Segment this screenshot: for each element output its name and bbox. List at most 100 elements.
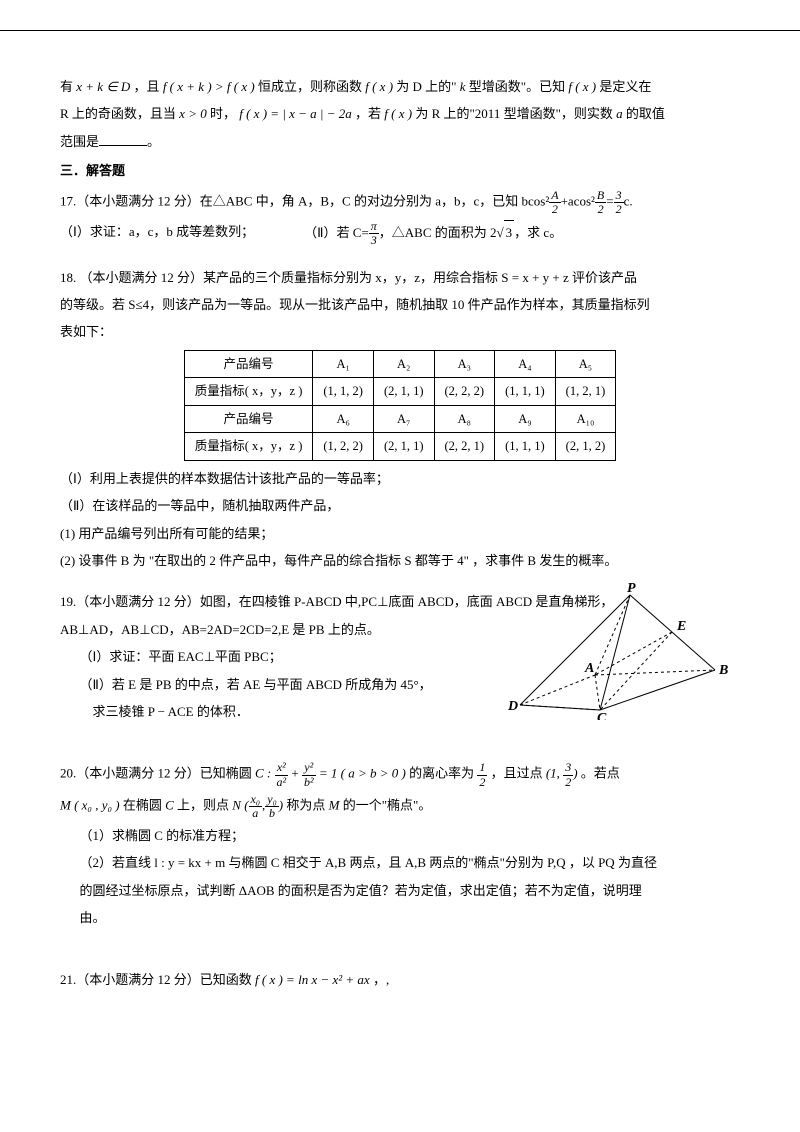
label-B: B: [718, 663, 728, 678]
cell: A₉: [495, 405, 556, 433]
cell: A₈: [434, 405, 495, 433]
q21-line1: 21.（本小题满分 12 分）已知函数 f ( x ) = ln x − x² …: [60, 968, 740, 991]
q20-line2: M ( x₀ , y₀ ) 在椭圆 C 上，则点 N (x₀a,y₀b) 称为点…: [60, 793, 740, 820]
text: 。若点: [581, 766, 620, 781]
q18-line2: 的等级。若 S≤4，则该产品为一等品。现从一批该产品中，随机抽取 10 件产品作…: [60, 293, 740, 316]
text: 17.（本小题满分 12 分）在△ABC 中，角 A，B，C 的对边分别为 a，…: [60, 193, 549, 208]
expr-Cv: C: [165, 797, 174, 812]
q20-i: （1）求椭圆 C 的标准方程；: [60, 824, 740, 847]
frac-y0b: y₀b: [265, 793, 279, 820]
expr: x > 0: [179, 106, 207, 121]
row-header: 质量指标( x，y，z ): [184, 433, 313, 461]
cell: A₁₀: [555, 405, 616, 433]
cell: (1, 2, 1): [555, 378, 616, 406]
text: ，且: [134, 79, 160, 94]
period: 。: [147, 134, 160, 149]
cell: (2, 1, 1): [373, 433, 434, 461]
text: 时，: [210, 106, 236, 121]
expr-C: C :: [255, 766, 271, 781]
expr: f ( x ) = ln x − x² + ax: [255, 972, 370, 987]
text: 是定义在: [599, 79, 651, 94]
q16-line3: 范围是 。: [60, 130, 740, 153]
q18-table: 产品编号 A₁ A₂ A₃ A₄ A₅ 质量指标( x，y，z ) (1, 1,…: [184, 350, 617, 461]
page-root: 有 x + k ∈ D ，且 f ( x + k ) > f ( x ) 恒成立…: [0, 30, 800, 1035]
eq1: = 1: [319, 766, 338, 781]
text: 型增函数"。已知: [469, 79, 565, 94]
text: ，求 c。: [514, 225, 562, 240]
frac-32b: 32: [563, 761, 573, 788]
frac-y2b2: y²b²: [302, 761, 316, 788]
q20-ii-2: 的圆经过坐标原点，试判断 ΔAOB 的面积是否为定值？若为定值，求出定值；若不为…: [60, 879, 740, 902]
text: 在椭圆: [123, 797, 162, 812]
text: R 上的奇函数，且当: [60, 106, 176, 121]
sqrt3: 3: [504, 220, 515, 244]
q18-ii: （Ⅱ）在该样品的一等品中，随机抽取两件产品，: [60, 494, 740, 517]
expr: f ( x + k ) > f ( x ): [163, 79, 255, 94]
frac-A2: A2: [549, 189, 560, 216]
q18-line1: 18. （本小题满分 12 分）某产品的三个质量指标分别为 x，y，z，用综合指…: [60, 266, 740, 289]
text: 为 R 上的"2011 型增函数"，则实数: [415, 106, 613, 121]
pt-open: (1,: [546, 766, 563, 781]
cell: (1, 1, 1): [495, 378, 556, 406]
frac-x2a2: x²a²: [275, 761, 289, 788]
cell: A₅: [555, 350, 616, 378]
text: ，△ABC 的面积为 2: [379, 225, 497, 240]
q20-ii-1: （2）若直线 l : y = kx + m 与椭圆 C 相交于 A,B 两点，且…: [60, 851, 740, 874]
expr: f ( x ): [384, 106, 412, 121]
pt-close: ): [573, 766, 577, 781]
eq: =: [606, 193, 613, 208]
pyramid-diagram: P E A B C D: [500, 580, 730, 720]
frac-12: 12: [477, 761, 487, 788]
q20-ii-3: 由。: [60, 906, 740, 929]
q20-line1: 20.（本小题满分 12 分）已知椭圆 C : x²a² + y²b² = 1 …: [60, 761, 740, 788]
expr: f ( x ): [365, 79, 393, 94]
q17-stem: 17.（本小题满分 12 分）在△ABC 中，角 A，B，C 的对边分别为 a，…: [60, 189, 740, 216]
text: 上，则点: [177, 797, 229, 812]
cell: (1, 1, 2): [313, 378, 374, 406]
text: （Ⅱ）若 C=: [304, 225, 369, 240]
q16-line2: R 上的奇函数，且当 x > 0 时， f ( x ) = | x − a | …: [60, 102, 740, 125]
section-3-head: 三．解答题: [60, 159, 740, 182]
label-C: C: [597, 711, 607, 720]
q18-ii1: (1) 用产品编号列出所有可能的结果；: [60, 522, 740, 545]
tail: ，,: [373, 972, 389, 987]
q17-part1: （Ⅰ）求证：a，c，b 成等差数列；: [60, 220, 254, 248]
text: 恒成立，则称函数: [258, 79, 362, 94]
text: +acos²: [561, 193, 595, 208]
expr: k: [460, 79, 466, 94]
text: 20.（本小题满分 12 分）已知椭圆: [60, 766, 252, 781]
cell: A₂: [373, 350, 434, 378]
label-A: A: [584, 661, 594, 676]
expr-Mv: M: [329, 797, 340, 812]
q18-line3: 表如下：: [60, 320, 740, 343]
table-row: 质量指标( x，y，z ) (1, 2, 2) (2, 1, 1) (2, 2,…: [184, 433, 616, 461]
text: 范围是: [60, 134, 99, 149]
q18-i: （Ⅰ）利用上表提供的样本数据估计该批产品的一等品率；: [60, 467, 740, 490]
row-header: 质量指标( x，y，z ): [184, 378, 313, 406]
q19-block: 19.（本小题满分 12 分）如图，在四棱锥 P-ABCD 中,PC⊥底面 AB…: [60, 590, 740, 723]
expr-Nend: ): [279, 797, 283, 812]
frac-B2: B2: [595, 189, 606, 216]
text: 的离心率为: [409, 766, 474, 781]
q18-ii2: (2) 设事件 B 为 "在取出的 2 件产品中，每件产品的综合指标 S 都等于…: [60, 549, 740, 572]
table-row: 产品编号 A₁ A₂ A₃ A₄ A₅: [184, 350, 616, 378]
cell: A₃: [434, 350, 495, 378]
expr: a: [616, 106, 623, 121]
cell: (2, 2, 1): [434, 433, 495, 461]
row-header: 产品编号: [184, 350, 313, 378]
frac-x0a: x₀a: [249, 793, 263, 820]
cell: A₁: [313, 350, 374, 378]
expr: x + k ∈ D: [76, 79, 130, 94]
text: 21.（本小题满分 12 分）已知函数: [60, 972, 252, 987]
blank-underline: [99, 133, 147, 146]
cell: (2, 1, 2): [555, 433, 616, 461]
expr-ab: ( a > b > 0 ): [341, 766, 406, 781]
expr: f ( x ): [568, 79, 596, 94]
q16-line1: 有 x + k ∈ D ，且 f ( x + k ) > f ( x ) 恒成立…: [60, 75, 740, 98]
text: 的一个"椭点"。: [343, 797, 432, 812]
cell: (1, 1, 1): [495, 433, 556, 461]
label-D: D: [507, 699, 518, 714]
cell: (2, 2, 2): [434, 378, 495, 406]
q17-part2: （Ⅱ）若 C=π3，△ABC 的面积为 2√3，求 c。: [304, 220, 562, 248]
label-E: E: [676, 619, 686, 634]
